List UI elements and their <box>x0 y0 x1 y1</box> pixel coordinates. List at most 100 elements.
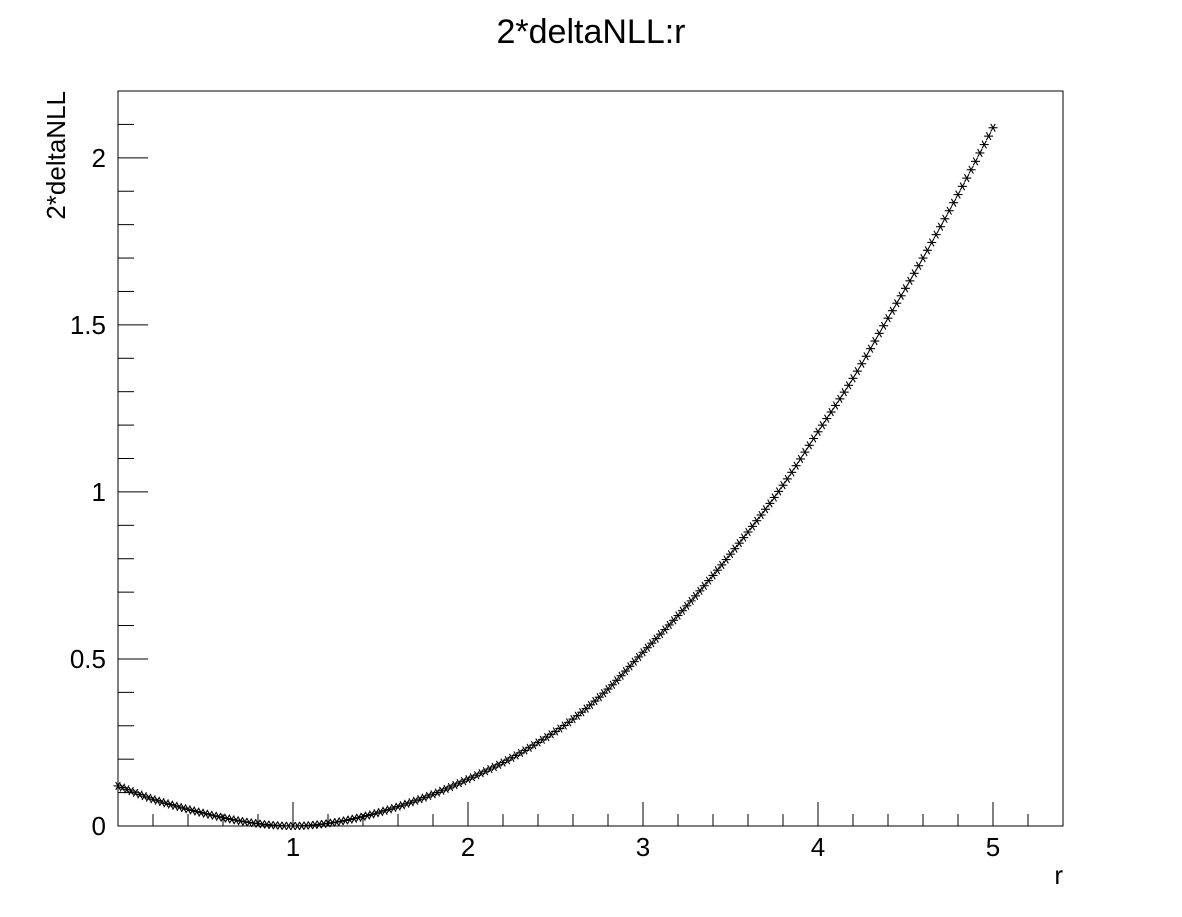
x-axis-label: r <box>1054 860 1063 890</box>
y-axis-tick-labels: 0 0.5 1 1.5 2 <box>70 143 106 841</box>
x-tick-label: 2 <box>461 832 475 862</box>
data-point <box>739 533 749 542</box>
data-point <box>730 544 740 553</box>
data-point <box>616 671 626 680</box>
data-point <box>892 299 902 308</box>
data-point <box>218 813 228 822</box>
data-point <box>909 269 919 278</box>
data-point <box>822 414 832 423</box>
data-point <box>236 816 245 826</box>
data-point <box>901 284 910 293</box>
data-point <box>708 571 718 580</box>
data-point <box>664 620 674 630</box>
data-point <box>813 427 823 436</box>
data-point <box>695 586 705 596</box>
data-point <box>577 708 587 717</box>
data-point <box>896 291 906 300</box>
data-point <box>721 555 731 564</box>
data-point <box>625 662 635 671</box>
data-point <box>861 352 871 361</box>
data-point <box>953 190 963 199</box>
data-point <box>327 818 337 827</box>
data-point <box>817 420 827 430</box>
data-point <box>962 173 972 183</box>
data-point <box>979 140 989 149</box>
data-point <box>612 676 622 685</box>
data-point <box>704 576 714 585</box>
data-point <box>358 812 368 821</box>
x-tick-label: 1 <box>286 832 300 862</box>
data-point <box>669 616 679 625</box>
data-point <box>940 214 950 223</box>
data-point <box>756 510 766 520</box>
data-point <box>572 711 582 720</box>
data-point <box>209 811 219 820</box>
data-point <box>205 810 215 819</box>
data-point <box>782 474 792 484</box>
data-point <box>988 123 998 132</box>
data-point <box>765 499 775 508</box>
y-tick-label: 0 <box>92 811 106 841</box>
x-tick-label: 3 <box>636 832 650 862</box>
y-axis-ticks <box>118 123 148 794</box>
data-point <box>743 527 753 537</box>
y-tick-label: 0.5 <box>70 644 106 674</box>
data-point <box>835 394 845 404</box>
data-point <box>201 809 210 818</box>
x-tick-label: 4 <box>811 832 825 862</box>
data-point <box>371 809 381 818</box>
data-point <box>844 381 854 390</box>
data-point <box>323 819 333 828</box>
data-point <box>319 819 329 829</box>
data-point <box>581 704 591 713</box>
data-point <box>918 253 928 263</box>
data-point <box>796 454 805 464</box>
data-point <box>673 611 683 620</box>
data-point <box>852 366 862 376</box>
data-point <box>944 206 954 215</box>
y-tick-label: 2 <box>92 143 106 173</box>
data-point <box>752 516 762 525</box>
data-point <box>629 657 639 666</box>
data-point <box>931 230 941 239</box>
data-point <box>857 359 867 368</box>
data-point <box>642 643 652 652</box>
chart-title: 2*deltaNLL:r <box>496 13 685 51</box>
data-point <box>249 818 259 828</box>
data-point <box>747 522 757 531</box>
data-point <box>367 810 377 819</box>
data-point <box>638 648 648 657</box>
data-point <box>376 807 385 817</box>
data-point <box>660 625 670 634</box>
data-point <box>778 481 788 490</box>
data-point <box>791 461 801 470</box>
data-point <box>712 566 722 575</box>
data-point <box>621 666 630 676</box>
data-point <box>179 803 189 813</box>
data-point <box>682 601 692 610</box>
y-tick-label: 1 <box>92 477 106 507</box>
data-point <box>603 684 613 694</box>
data-point <box>826 407 836 417</box>
data-point <box>607 680 617 689</box>
data-point <box>183 805 193 814</box>
data-point <box>922 246 932 255</box>
data-point <box>590 696 600 706</box>
data-point <box>761 505 770 514</box>
data-point <box>594 692 604 702</box>
data-point <box>883 314 893 323</box>
data-point <box>244 818 254 827</box>
data-point <box>349 814 359 823</box>
data-point <box>686 596 696 606</box>
data-point <box>345 815 355 824</box>
data-point <box>984 131 994 141</box>
data-point <box>957 182 967 191</box>
x-axis-tick-labels: 1 2 3 4 5 <box>286 832 1000 862</box>
data-point <box>874 329 884 338</box>
data-point <box>647 638 657 648</box>
data-point <box>677 606 687 615</box>
data-point <box>174 802 184 812</box>
data-point <box>914 261 924 270</box>
